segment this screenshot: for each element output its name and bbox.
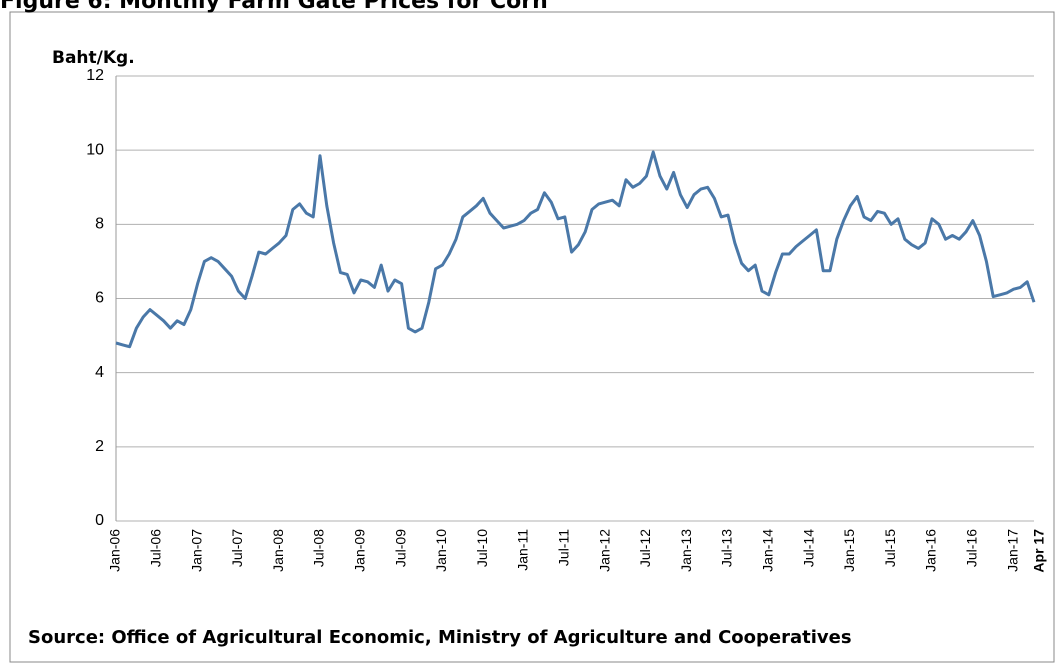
chart-frame — [9, 11, 1055, 663]
x-tick-label: Jan-14 — [760, 529, 776, 572]
x-tick-label: Jul-06 — [148, 529, 164, 567]
x-tick-label: Jul-11 — [556, 529, 572, 566]
series-line — [115, 150, 1036, 349]
x-tick-label: Jul-15 — [882, 529, 898, 567]
x-tick-label: Jan-07 — [188, 529, 204, 572]
y-tick-label: 10 — [86, 141, 104, 158]
y-tick-label: 8 — [95, 216, 104, 233]
x-tick-label: Jan-10 — [433, 529, 449, 572]
y-axis-label: Baht/Kg. — [52, 48, 135, 68]
x-tick-label: Jul-10 — [474, 529, 490, 567]
x-tick-label: Apr 17 — [1031, 529, 1047, 573]
y-tick-label: 0 — [95, 512, 104, 529]
x-tick-label: Jan-13 — [678, 529, 694, 572]
x-tick-label: Jul-16 — [964, 529, 980, 567]
x-tick-label: Jan-11 — [515, 529, 531, 571]
y-tick-label: 2 — [95, 438, 104, 455]
x-tick-label: Jul-09 — [392, 529, 408, 567]
chart-title: Figure 6: Monthly Farm Gate Prices for C… — [0, 0, 548, 14]
x-tick-label: Jul-13 — [719, 529, 735, 567]
x-tick-label: Jan-15 — [841, 529, 857, 572]
y-tick-label: 6 — [95, 290, 104, 307]
y-tick-label: 12 — [86, 67, 104, 84]
x-tick-label: Jan-09 — [352, 529, 368, 572]
x-tick-label: Jan-08 — [270, 529, 286, 572]
x-tick-label: Jul-14 — [800, 529, 816, 567]
x-tick-label: Jul-07 — [229, 529, 245, 567]
x-tick-label: Jan-12 — [596, 529, 612, 572]
x-tick-label: Jul-08 — [311, 529, 327, 567]
x-tick-label: Jul-12 — [637, 529, 653, 567]
y-tick-label: 4 — [95, 364, 104, 381]
source-note: Source: Office of Agricultural Economic,… — [28, 627, 852, 648]
x-tick-label: Jan-16 — [923, 529, 939, 572]
x-tick-label: Jan-06 — [107, 529, 123, 572]
x-tick-label: Jan-17 — [1004, 529, 1020, 572]
